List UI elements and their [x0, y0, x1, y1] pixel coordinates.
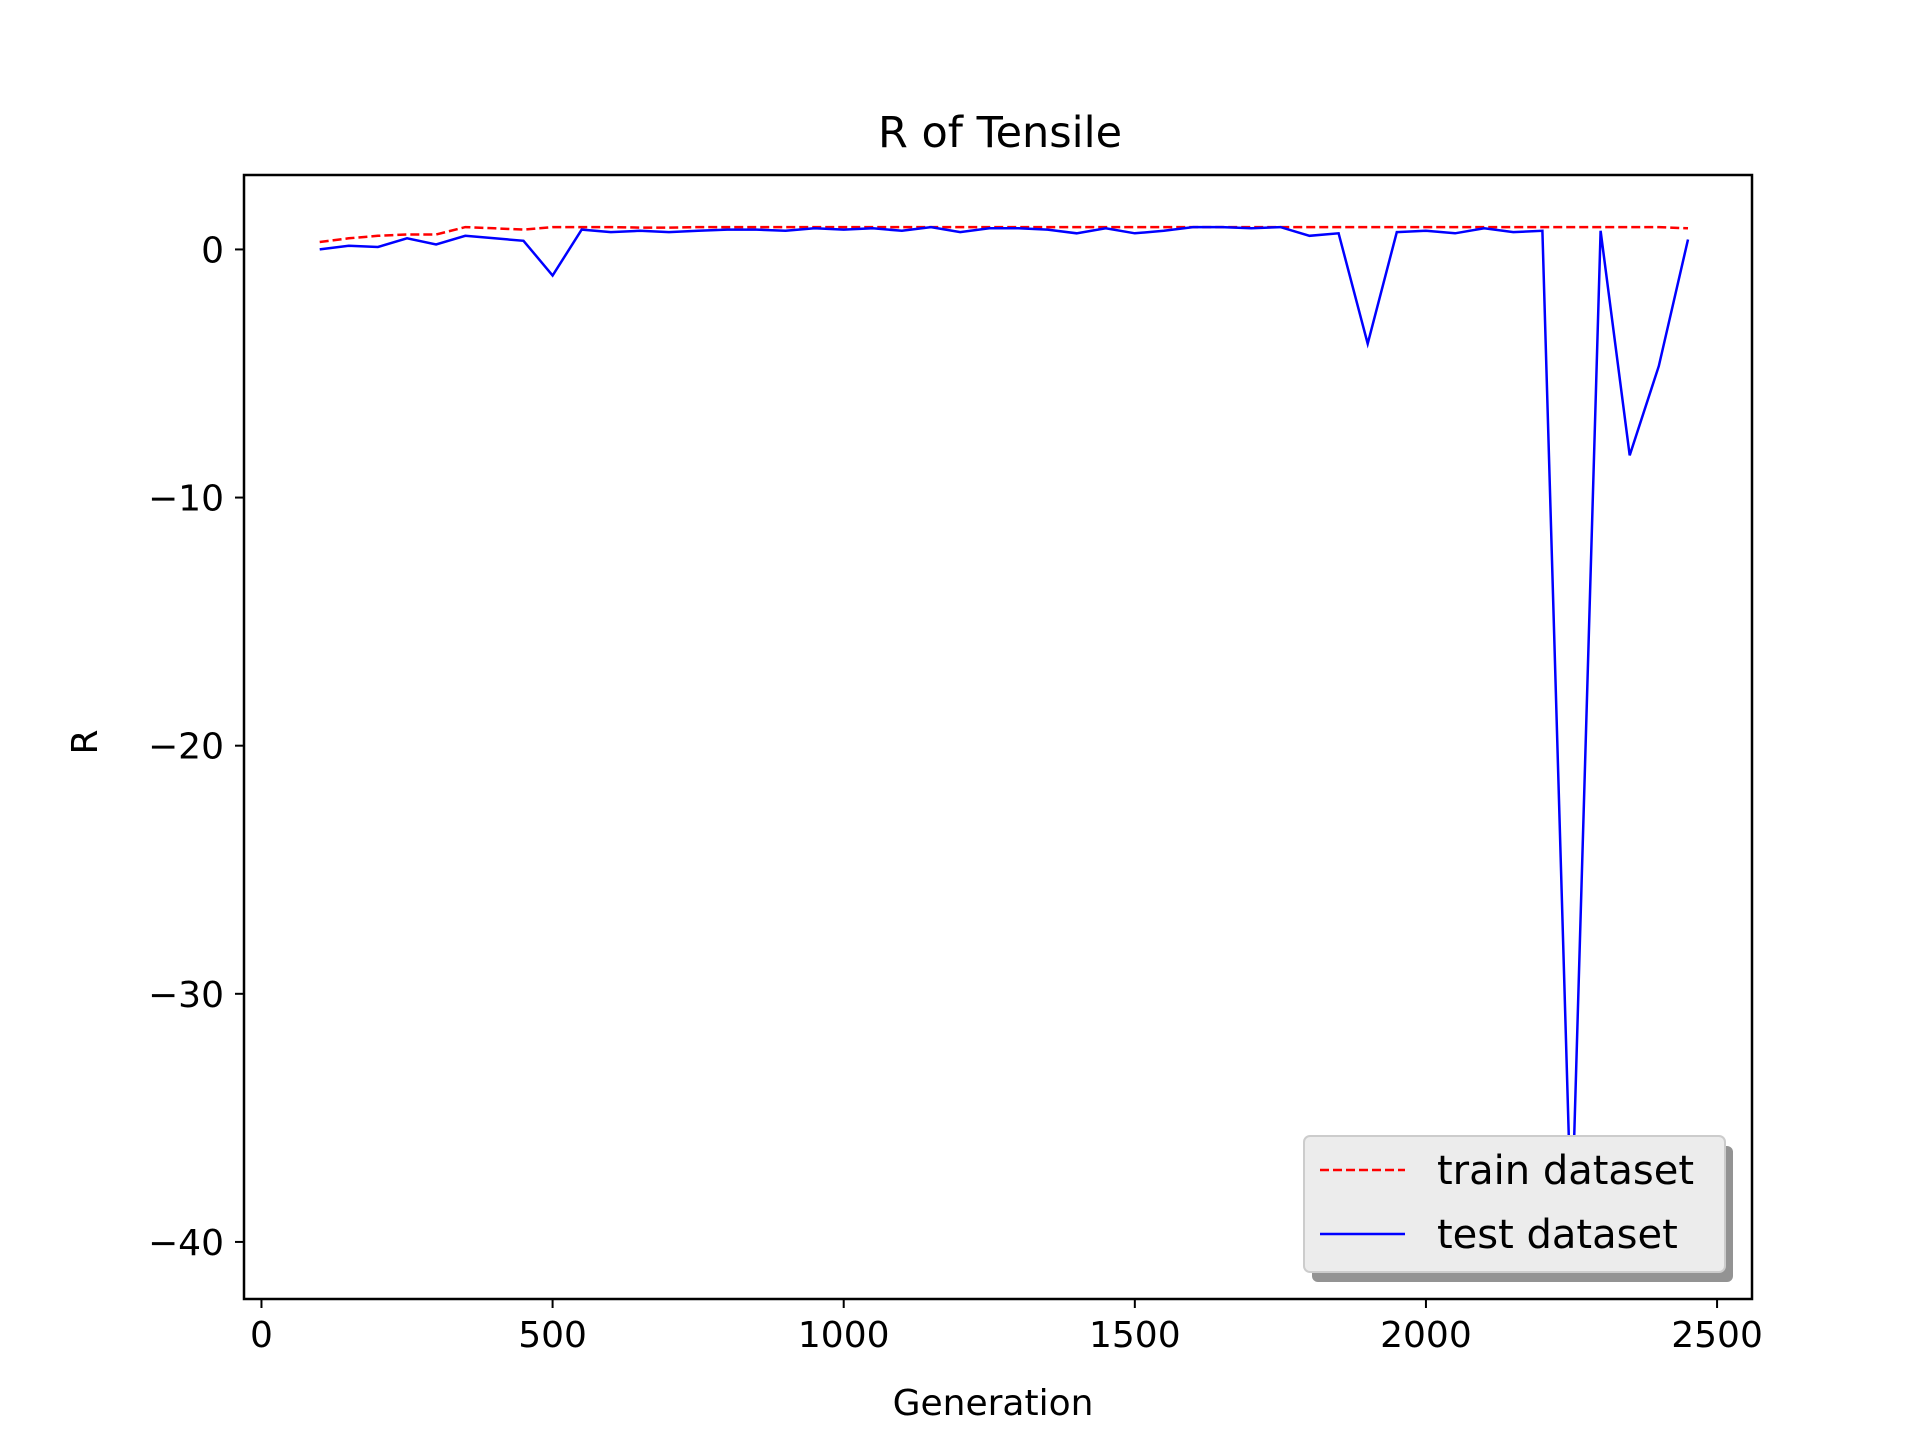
- y-axis-label: R: [65, 729, 106, 754]
- legend-box: [1303, 1135, 1726, 1273]
- y-tick-label: −10: [148, 479, 224, 520]
- x-axis-label: Generation: [893, 1383, 1094, 1424]
- x-tick-label: 1500: [1089, 1315, 1181, 1356]
- legend-label-train: train dataset: [1437, 1148, 1694, 1194]
- series-line-train: [319, 225, 1689, 244]
- x-tick-label: 1000: [798, 1315, 890, 1356]
- x-tick-label: 2000: [1380, 1315, 1472, 1356]
- series-line-test: [319, 225, 1690, 1230]
- chart-title: R of Tensile: [878, 108, 1122, 158]
- y-tick-label: −40: [148, 1223, 224, 1264]
- plot-frame: [242, 173, 1754, 1301]
- ticks-layer: 0 500 1000 1500 2000 2500 0 −10 −20 −30 −40: [148, 230, 1763, 1356]
- x-tick-label: 2500: [1671, 1315, 1763, 1356]
- legend: train dataset test dataset: [1303, 1135, 1733, 1282]
- x-tick-label: 0: [250, 1315, 273, 1356]
- legend-label-test: test dataset: [1437, 1212, 1678, 1258]
- y-tick-label: −30: [148, 975, 224, 1016]
- y-tick-label: −20: [148, 727, 224, 768]
- y-tick-label: 0: [201, 230, 224, 271]
- series-layer: [319, 225, 1690, 1230]
- x-tick-label: 500: [518, 1315, 587, 1356]
